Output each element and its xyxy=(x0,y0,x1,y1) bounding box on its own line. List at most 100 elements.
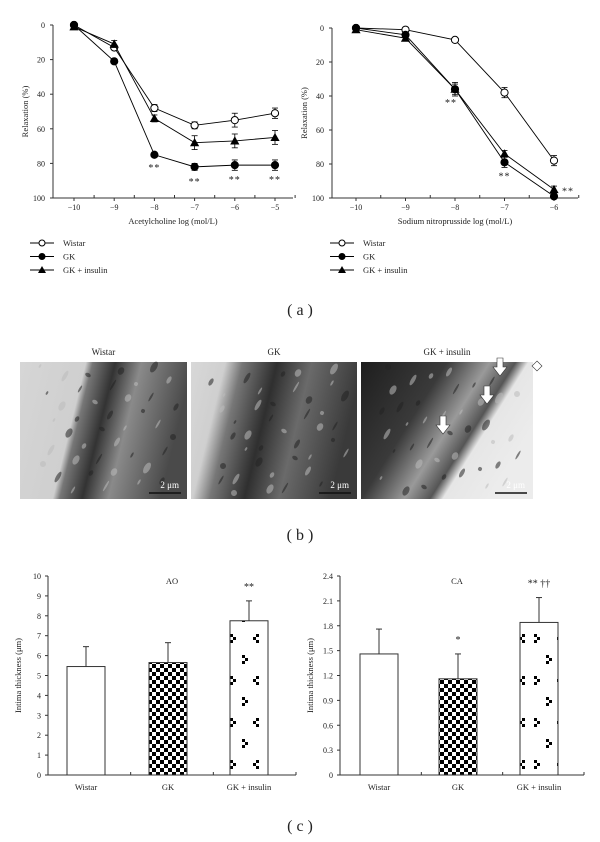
significance-mark: ** xyxy=(562,186,574,197)
texture xyxy=(130,452,134,458)
micrograph-gk-insulin: GK + insulin 2 μm xyxy=(361,347,533,499)
y-tick-label: 1 xyxy=(37,751,41,760)
micrograph-title: GK + insulin xyxy=(423,347,471,357)
texture xyxy=(304,466,312,476)
texture xyxy=(478,467,482,471)
texture xyxy=(292,381,300,393)
filled-circle-icon xyxy=(338,253,346,260)
texture xyxy=(320,411,324,415)
data-point xyxy=(190,121,199,130)
texture xyxy=(52,418,56,422)
y-tick-label: 0 xyxy=(41,21,45,30)
texture xyxy=(495,392,503,404)
bar-gk: * GK xyxy=(438,635,478,792)
texture xyxy=(47,444,55,456)
data-point xyxy=(270,109,280,118)
series-gk-insulin xyxy=(351,25,559,194)
texture xyxy=(515,450,521,460)
x-tick-label: −5 xyxy=(271,203,280,212)
y-tick-label: 40 xyxy=(37,90,45,99)
y-tick-label: 2.4 xyxy=(323,572,333,581)
data-point xyxy=(450,84,460,93)
y-tick-label: 0.3 xyxy=(323,746,333,755)
texture xyxy=(495,461,501,469)
y-tick-label: 7 xyxy=(37,632,41,641)
texture xyxy=(482,419,490,431)
texture xyxy=(162,446,168,456)
texture xyxy=(514,391,520,397)
data-point xyxy=(351,25,361,34)
x-tick-label: GK xyxy=(162,782,175,792)
y-axis-label: Intima thickness (μm) xyxy=(13,638,23,713)
texture xyxy=(409,443,415,451)
texture xyxy=(447,430,453,436)
series-gk xyxy=(69,20,280,171)
data-point xyxy=(230,161,239,170)
texture xyxy=(222,393,226,397)
micrograph-panel: Wistar 2 μm GK 2 μm GK + insulin 2 μm xyxy=(20,347,543,499)
texture xyxy=(428,373,434,379)
texture xyxy=(166,376,172,384)
significance-mark: ** xyxy=(445,98,457,109)
data-point xyxy=(110,57,119,66)
significance-mark: * xyxy=(456,635,461,646)
legend-label: Wistar xyxy=(363,238,385,248)
texture xyxy=(445,367,453,377)
x-tick-label: −9 xyxy=(401,203,410,212)
texture xyxy=(270,401,276,407)
significance-mark: ** †† xyxy=(528,579,551,590)
texture xyxy=(77,385,83,393)
texture xyxy=(303,408,311,420)
texture xyxy=(268,414,274,422)
arrow-icon xyxy=(479,385,495,405)
data-point xyxy=(549,192,559,201)
texture xyxy=(293,439,301,449)
open-circle-icon xyxy=(338,239,346,247)
panel-label-c: ( c ) xyxy=(287,818,313,835)
texture xyxy=(244,447,248,451)
y-tick-label: 5 xyxy=(37,672,41,681)
texture xyxy=(330,363,338,375)
texture xyxy=(396,401,404,413)
y-tick-label: 1.2 xyxy=(323,672,333,681)
y-tick-label: 100 xyxy=(33,194,45,203)
texture xyxy=(124,394,132,402)
data-point xyxy=(150,103,159,113)
legend-label: Wistar xyxy=(63,238,85,248)
data-point xyxy=(270,161,280,170)
texture xyxy=(294,369,302,377)
bar xyxy=(148,662,188,776)
texture xyxy=(99,426,105,432)
y-tick-label: 80 xyxy=(37,159,45,168)
y-tick-label: 80 xyxy=(316,160,324,169)
data-point xyxy=(549,184,559,194)
texture xyxy=(415,400,421,406)
x-tick-label: GK + insulin xyxy=(517,782,562,792)
significance-mark: ** xyxy=(499,171,511,182)
x-tick-label: −6 xyxy=(550,203,559,212)
texture xyxy=(231,490,237,496)
y-axis-label: Relaxation (%) xyxy=(20,85,30,137)
texture xyxy=(343,448,349,458)
texture xyxy=(508,434,514,442)
legend: Wistar GK GK + insulin xyxy=(30,238,108,275)
texture xyxy=(141,409,145,413)
acetylcholine-chart: 0 20 40 60 80 100 −10 −9 −8 −7 −6 −5 Acetylcholine l… xyxy=(20,20,296,275)
texture xyxy=(426,437,434,449)
micrograph-image xyxy=(191,362,357,499)
filled-triangle-icon xyxy=(338,266,346,273)
texture xyxy=(502,477,508,487)
legend-item: Wistar xyxy=(330,238,385,248)
y-tick-label: 0.9 xyxy=(323,696,333,705)
texture xyxy=(40,461,46,467)
legend-label: GK xyxy=(363,252,376,262)
y-tick-label: 20 xyxy=(316,58,324,67)
texture xyxy=(341,390,349,402)
texture xyxy=(405,422,409,426)
texture xyxy=(308,454,312,460)
y-tick-label: 40 xyxy=(316,92,324,101)
data-point xyxy=(149,113,159,123)
x-tick-label: −7 xyxy=(500,203,509,212)
texture xyxy=(232,473,240,485)
nitroprusside-chart: 0 20 40 60 80 100 −10 −9 −8 −7 −6 Sodium nitropruss… xyxy=(299,23,580,275)
